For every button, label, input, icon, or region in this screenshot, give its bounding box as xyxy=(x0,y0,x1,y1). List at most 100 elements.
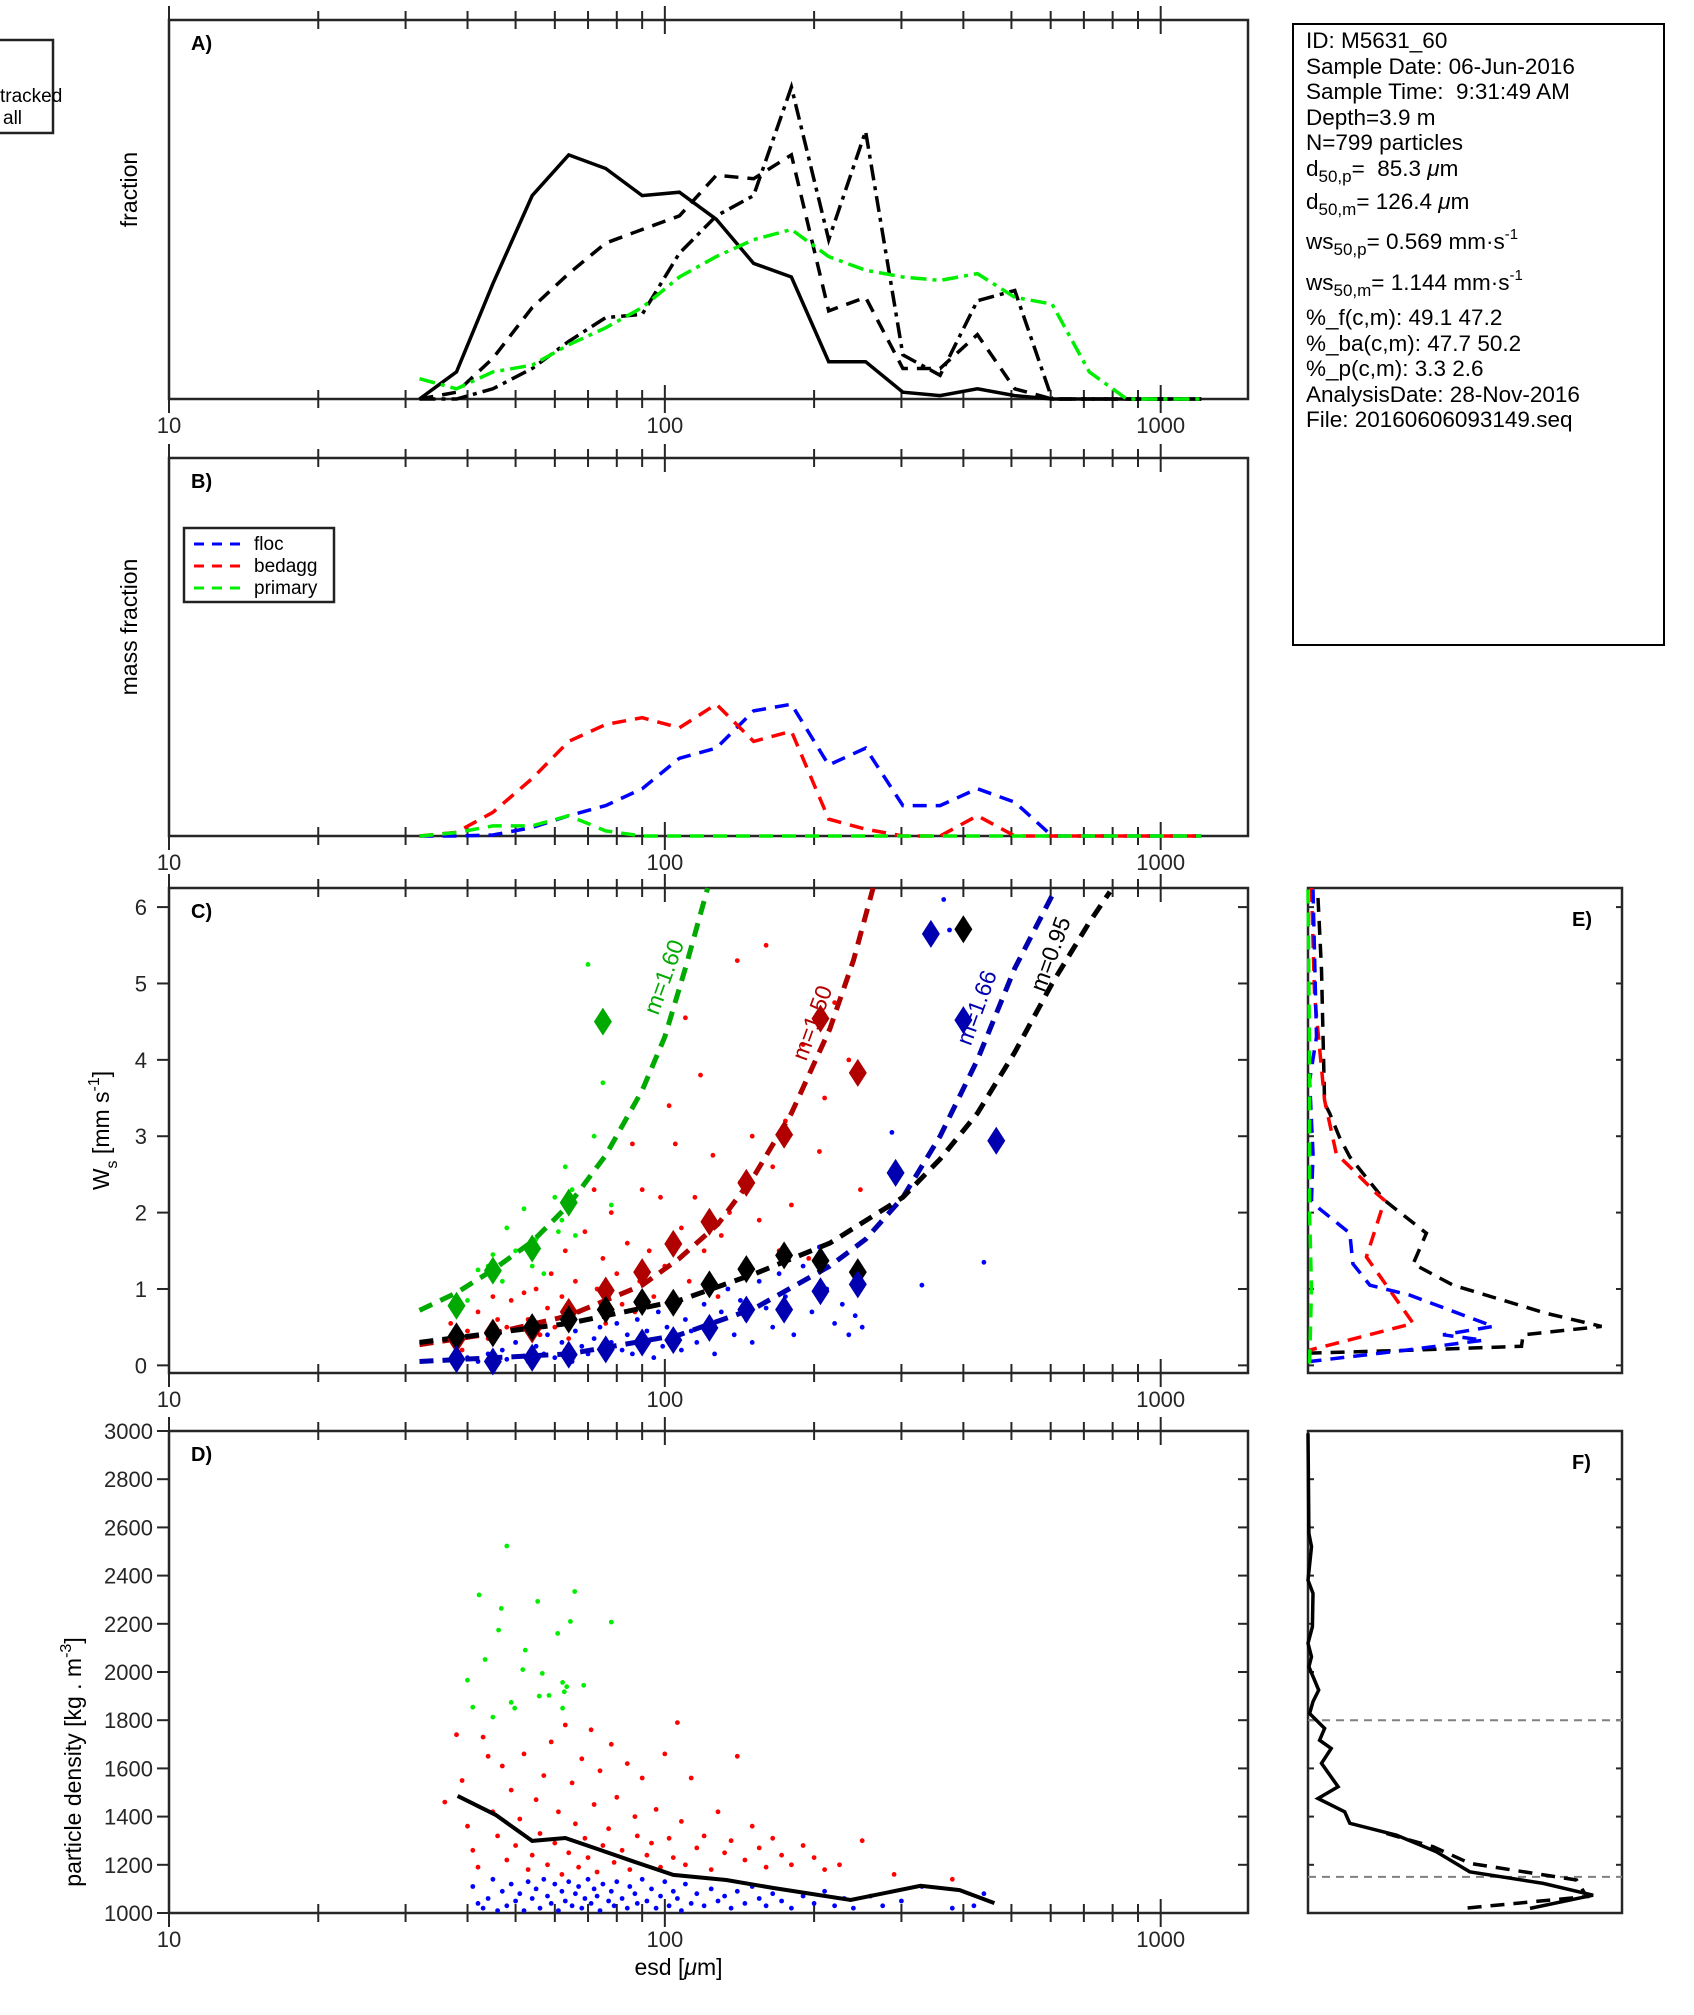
scatter-point-bedagg xyxy=(859,1838,865,1844)
scatter-point-bedagg xyxy=(582,1229,588,1235)
scatter-point-bedagg xyxy=(594,1869,600,1875)
scatter-point-floc xyxy=(573,1891,578,1897)
y-tick-label: 1000 xyxy=(104,1901,153,1926)
scatter-point-floc xyxy=(688,1901,694,1906)
y-axis-label: Ws [mm s-1] xyxy=(86,1071,121,1190)
scatter-point-primary xyxy=(573,1233,578,1238)
scatter-point-floc xyxy=(504,1356,510,1362)
median-diamond-floc xyxy=(954,1006,973,1035)
scatter-point-floc xyxy=(624,1905,630,1911)
scatter-point-floc xyxy=(822,1888,827,1894)
scatter-point-floc xyxy=(552,1881,558,1887)
scatter-point-floc xyxy=(548,1901,554,1906)
y-label-ylabel_sup: -3 xyxy=(58,1644,75,1658)
scatter-point-floc xyxy=(608,1888,614,1894)
scatter-point-primary xyxy=(522,1647,528,1653)
ws50p-sup: -1 xyxy=(1504,226,1519,243)
info-depth: Depth=3.9 m xyxy=(1306,104,1436,130)
scatter-point-floc xyxy=(679,1908,684,1913)
y-tick-label: 5 xyxy=(135,971,147,996)
scatter-point-floc xyxy=(675,1896,680,1901)
y-tick-label: 1800 xyxy=(104,1708,153,1733)
scatter-point-floc xyxy=(949,1905,955,1911)
plot-frame xyxy=(167,456,1250,838)
median-diamond-all xyxy=(954,915,973,944)
median-diamond-bedagg xyxy=(664,1229,683,1258)
scatter-point-bedagg xyxy=(624,1240,630,1246)
scatter-point-bedagg xyxy=(569,1780,575,1786)
x-tick-label: 1000 xyxy=(1136,1927,1185,1952)
ws50p-prefix: ws xyxy=(1306,229,1334,254)
scatter-point-bedagg xyxy=(846,1057,852,1063)
scatter-point-floc xyxy=(556,1908,561,1913)
scatter-point-bedagg xyxy=(734,1753,740,1759)
scatter-point-floc xyxy=(614,1321,620,1326)
scatter-point-floc xyxy=(859,1324,865,1330)
median-diamond-all xyxy=(523,1313,542,1342)
scatter-point-primary xyxy=(556,1229,561,1235)
x-tick-label: 100 xyxy=(646,1387,683,1412)
panel-f: F) xyxy=(1306,1429,1624,1915)
scatter-point-floc xyxy=(756,1278,762,1284)
median-diamond-all xyxy=(596,1295,615,1324)
scatter-point-primary xyxy=(465,1677,470,1683)
scatter-point-floc xyxy=(545,1893,550,1899)
scatter-point-bedagg xyxy=(670,1855,676,1860)
scatter-point-bedagg xyxy=(573,1278,578,1284)
y-label-ylabel_end: ] xyxy=(60,1637,86,1643)
scatter-point-primary xyxy=(465,1298,470,1303)
scatter-point-floc xyxy=(630,1351,635,1357)
profile-line-dashed xyxy=(1386,1831,1590,1911)
scatter-point-bedagg xyxy=(504,1857,510,1863)
panel-a: A) 10 100 1000 fraction xyxy=(116,6,1250,438)
median-diamond-bedagg xyxy=(848,1058,867,1087)
scatter-point-floc xyxy=(763,1903,769,1909)
scatter-point-floc xyxy=(545,1332,550,1338)
scatter-point-bedagg xyxy=(465,1823,470,1829)
scatter-point-primary xyxy=(504,1225,510,1231)
scatter-point-primary xyxy=(512,1705,518,1711)
scatter-point-bedagg xyxy=(552,1840,558,1846)
y-label-ylabel_sub: s xyxy=(104,1160,121,1168)
scatter-point-bedagg xyxy=(582,1835,588,1841)
scatter-point-floc xyxy=(722,1893,727,1899)
scatter-point-bedagg xyxy=(480,1734,486,1740)
median-diamond-floc xyxy=(886,1158,905,1187)
scatter-point-bedagg xyxy=(517,1816,523,1822)
scatter-point-bedagg xyxy=(521,1290,527,1296)
median-diamond-all xyxy=(559,1305,578,1334)
scatter-point-bedagg xyxy=(566,1336,572,1341)
median-diamond-floc xyxy=(737,1295,756,1324)
median-diamond-all xyxy=(447,1322,466,1351)
scatter-point-bedagg xyxy=(891,1872,897,1877)
y-axis-label: fraction xyxy=(116,152,142,227)
scatter-point-bedagg xyxy=(556,1809,561,1815)
scatter-point-bedagg xyxy=(614,1794,620,1800)
panel-label: F) xyxy=(1572,1452,1591,1474)
scatter-point-bedagg xyxy=(679,1225,684,1231)
fit-curve xyxy=(419,890,1112,1345)
scatter-point-bedagg xyxy=(679,1819,684,1824)
median-diamond-all xyxy=(775,1241,794,1270)
median-diamond-bedagg xyxy=(737,1168,756,1197)
scatter-point-floc xyxy=(634,1317,640,1322)
scatter-point-floc xyxy=(579,1343,585,1349)
y-axis-label: mass fraction xyxy=(116,559,142,696)
scatter-point-bedagg xyxy=(624,1761,630,1766)
y-tick-label: 3 xyxy=(135,1124,147,1149)
x-axis-label: esd [μm] xyxy=(634,1954,722,1980)
y-tick-label: 2400 xyxy=(104,1564,153,1589)
scatter-point-floc xyxy=(679,1347,684,1353)
median-diamond-floc xyxy=(633,1328,652,1357)
scatter-point-bedagg xyxy=(611,1860,617,1865)
scatter-point-bedagg xyxy=(779,1852,784,1858)
scatter-point-floc xyxy=(600,1881,606,1887)
scatter-point-bedagg xyxy=(688,1775,694,1781)
scatter-point-bedagg xyxy=(644,1852,650,1858)
scatter-point-floc xyxy=(566,1879,572,1885)
scatter-point-floc xyxy=(619,1347,625,1353)
scatter-point-floc xyxy=(800,1263,806,1269)
scatter-point-floc xyxy=(655,1309,661,1315)
scatter-point-floc xyxy=(591,1886,597,1892)
scatter-point-bedagg xyxy=(614,1271,620,1277)
